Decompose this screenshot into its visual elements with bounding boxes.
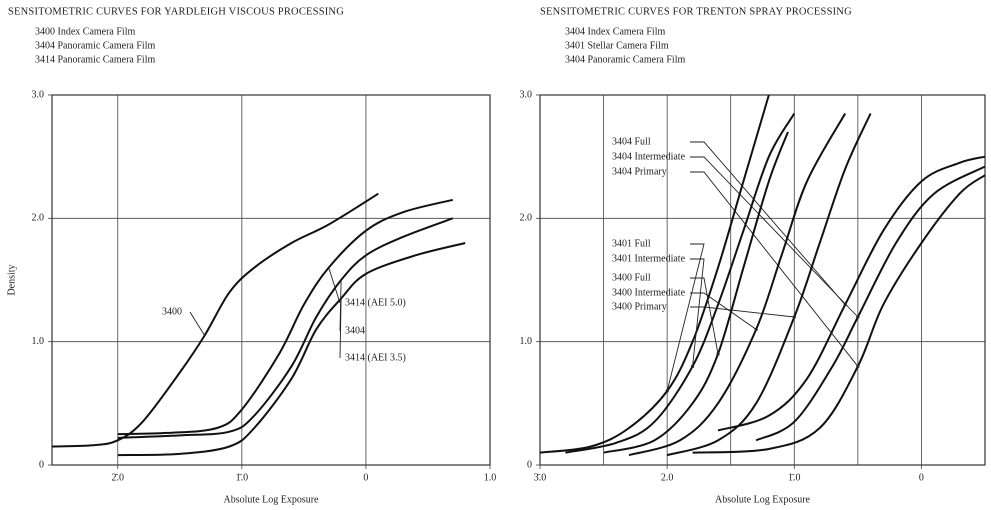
chart-title: SENSITOMETRIC CURVES FOR YARDLEIGH VISCO… (8, 6, 344, 17)
x-axis-label: Absolute Log Exposure (715, 494, 811, 505)
density-curve (539, 94, 770, 454)
x-tick-label: 3̄.0 (534, 472, 547, 483)
y-tick-label: 3.0 (520, 89, 533, 100)
film-name: 3404 Index Camera Film (565, 26, 665, 37)
x-tick-label: 1̄.0 (788, 472, 801, 483)
chart-title: SENSITOMETRIC CURVES FOR TRENTON SPRAY P… (540, 6, 852, 17)
arrow-head (792, 315, 796, 319)
density-curve (565, 112, 796, 454)
curve-label: 3414 (AEI 5.0) (345, 297, 406, 308)
arrow-head (716, 352, 720, 356)
curve-label: 3400 (162, 306, 182, 317)
curve-label: 3400 Intermediate (612, 287, 686, 298)
density-curve (603, 131, 789, 454)
curve-label: 3400 Full (612, 272, 651, 283)
y-tick-label: 0 (39, 459, 44, 470)
y-tick-label: 0 (527, 459, 532, 470)
x-tick-label: 1.0 (484, 472, 497, 483)
density-curve (51, 192, 379, 448)
leader-line (666, 243, 705, 392)
curve-label: 3401 Full (612, 238, 651, 249)
curve-label: 3404 (345, 325, 365, 336)
arrow-head (856, 364, 860, 368)
leader-line (339, 298, 342, 359)
curve-label: 3404 Full (612, 136, 651, 147)
leader-line (189, 311, 206, 336)
leader-line (690, 141, 846, 305)
y-axis-label: Density (6, 264, 17, 295)
curve-label: 3401 Intermediate (612, 253, 686, 264)
x-tick-label: 2̄.0 (112, 472, 125, 483)
leader-line (690, 258, 705, 367)
density-curve (666, 113, 872, 457)
film-name: 3404 Panoramic Camera Film (565, 54, 685, 65)
arrow-head (665, 389, 669, 393)
arrow-head (843, 303, 847, 307)
x-tick-label: 0 (363, 472, 368, 483)
x-tick-label: 2.0 (661, 472, 674, 483)
x-tick-label: 1̄.0 (236, 472, 249, 483)
plot-frame (51, 94, 491, 466)
film-name: 3400 Index Camera Film (35, 26, 135, 37)
leader-line (690, 156, 859, 318)
density-curve (692, 174, 986, 454)
arrow-head (754, 327, 758, 331)
y-tick-label: 1.0 (32, 336, 45, 347)
curve-label: 3404 Intermediate (612, 151, 686, 162)
film-name: 3414 Panoramic Camera Film (35, 54, 155, 65)
leader-line (328, 267, 341, 304)
curve-label: 3414 (AEI 3.5) (345, 352, 406, 363)
leader-line (690, 171, 859, 367)
y-tick-label: 2.0 (32, 213, 45, 224)
x-axis-label: Absolute Log Exposure (224, 494, 320, 505)
plot-frame (539, 94, 986, 466)
film-name: 3404 Panoramic Camera Film (35, 40, 155, 51)
x-tick-label: 0 (919, 472, 924, 483)
leader-line (690, 277, 719, 355)
density-curve (628, 113, 847, 457)
arrow-head (856, 315, 860, 319)
y-tick-label: 1.0 (520, 336, 533, 347)
curve-label: 3400 Primary (612, 301, 667, 312)
leader-line (690, 292, 757, 330)
density-curve (717, 155, 986, 432)
film-name: 3401 Stellar Camera Film (565, 40, 669, 51)
density-curve (117, 217, 454, 439)
y-tick-label: 2.0 (520, 213, 533, 224)
arrow-head (690, 364, 695, 368)
leader-line (690, 306, 795, 318)
density-curve (117, 242, 466, 457)
y-tick-label: 3.0 (32, 89, 45, 100)
curve-label: 3404 Primary (612, 166, 667, 177)
density-curve (117, 198, 454, 436)
